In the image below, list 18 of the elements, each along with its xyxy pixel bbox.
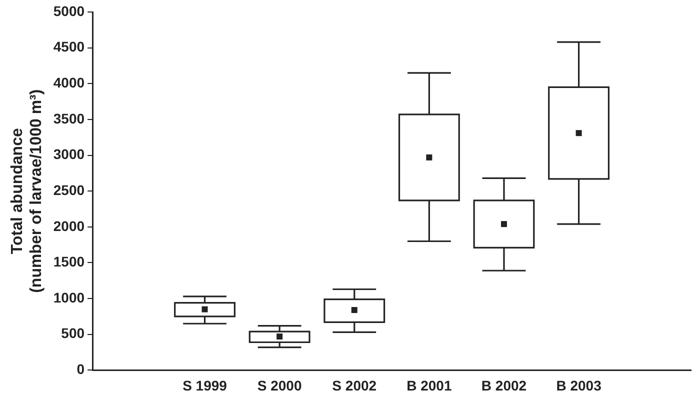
y-tick-label: 1500 — [53, 254, 85, 270]
y-tick-label: 0 — [76, 361, 85, 378]
y-tick-label: 3500 — [53, 110, 85, 126]
x-tick-label: S 1999 — [182, 377, 228, 394]
x-tick-label: B 2002 — [481, 377, 527, 394]
y-tick-label: 2500 — [53, 182, 85, 198]
y-tick-label: 4500 — [53, 38, 85, 55]
y-tick-label: 1000 — [53, 289, 85, 306]
y-tick-label: 4000 — [53, 74, 85, 90]
y-tick-label: 500 — [61, 325, 85, 342]
y-tick-label: 5000 — [53, 2, 85, 19]
x-tick-label: S 2000 — [257, 377, 302, 394]
y-tick-label: 2000 — [53, 218, 85, 234]
x-tick-label: B 2001 — [406, 377, 452, 394]
y-axis-title: Total abundance (number of larvae/1000 m³) — [9, 89, 46, 293]
x-tick-label: S 2002 — [332, 377, 377, 394]
x-tick-label: B 2003 — [556, 377, 602, 394]
y-tick-label: 3000 — [53, 146, 85, 162]
